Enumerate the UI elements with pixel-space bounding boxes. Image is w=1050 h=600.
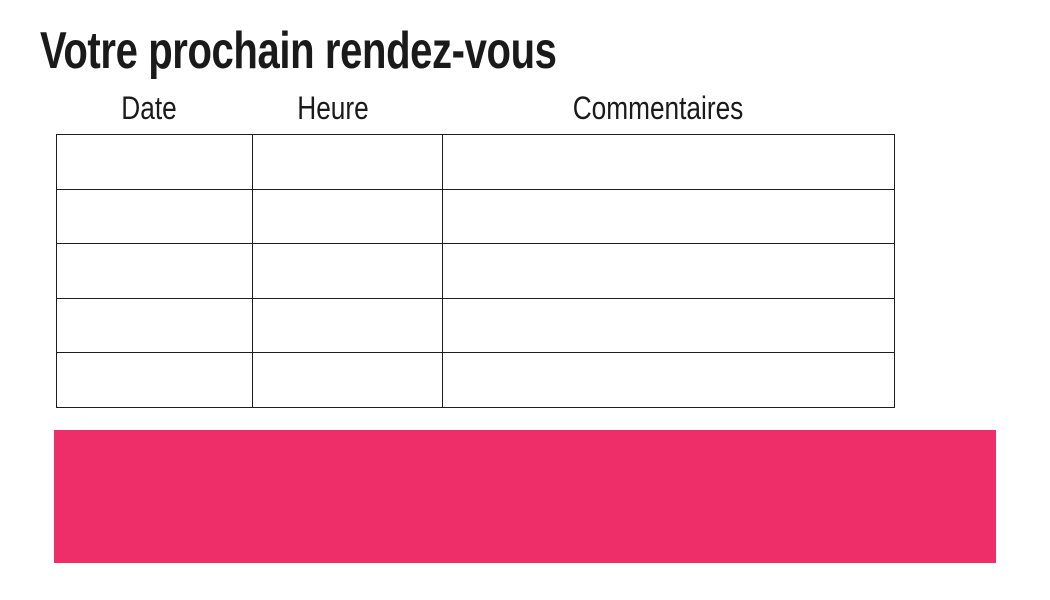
table-row — [56, 352, 895, 408]
table-cell — [56, 188, 253, 245]
table-cell — [252, 352, 443, 408]
column-header-commentaires-label: Commentaires — [572, 90, 744, 126]
table-cell — [252, 188, 443, 245]
table-row — [56, 134, 895, 190]
table-cell — [252, 297, 443, 354]
table-row — [56, 188, 895, 245]
table-cell — [56, 243, 253, 299]
table-cell — [252, 134, 443, 190]
column-header-date: Date — [115, 92, 183, 124]
table-cell — [56, 134, 253, 190]
table-cell — [442, 297, 895, 354]
table-cell — [442, 188, 895, 245]
pink-banner — [54, 430, 996, 563]
column-header-heure: Heure — [289, 92, 376, 124]
table-cell — [442, 243, 895, 299]
table-cell — [442, 134, 895, 190]
appointments-table-body — [56, 134, 895, 408]
appointments-table — [56, 134, 895, 408]
page-title: Votre prochain rendez-vous — [40, 25, 711, 77]
column-header-heure-label: Heure — [297, 90, 369, 126]
table-cell — [442, 352, 895, 408]
table-row — [56, 243, 895, 299]
table-cell — [56, 352, 253, 408]
column-header-commentaires: Commentaires — [554, 92, 762, 124]
table-cell — [252, 243, 443, 299]
column-header-date-label: Date — [121, 90, 177, 126]
table-cell — [56, 297, 253, 354]
page-title-text: Votre prochain rendez-vous — [40, 22, 557, 80]
table-row — [56, 297, 895, 354]
